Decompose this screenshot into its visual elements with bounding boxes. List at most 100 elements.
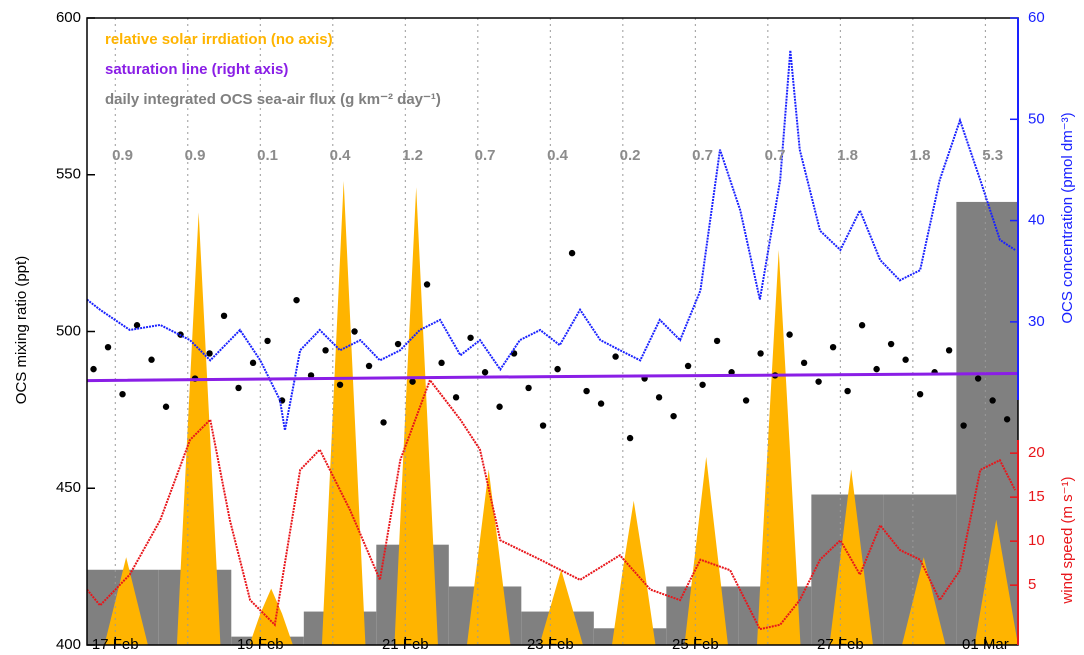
- mixing-ratio-point: [829, 343, 837, 351]
- flux-label: 0.9: [185, 147, 206, 164]
- mixing-ratio-point: [786, 331, 793, 338]
- x-tick-label: 21 Feb: [382, 636, 429, 653]
- mixing-ratio-point: [945, 347, 953, 354]
- mixing-ratio-point: [539, 422, 547, 429]
- flux-label: 5.3: [982, 147, 1003, 164]
- mixing-ratio-point: [554, 365, 561, 373]
- plot-area: [87, 18, 1018, 645]
- flux-label: 1.8: [837, 147, 858, 164]
- mixing-ratio-point: [293, 296, 300, 304]
- x-tick-label: 17 Feb: [92, 636, 139, 653]
- mixing-ratio-point: [800, 359, 808, 367]
- mixing-ratio-point: [336, 381, 344, 388]
- mixing-ratio-point: [989, 397, 996, 404]
- flux-bar: [956, 201, 1018, 645]
- mixing-ratio-point: [249, 359, 257, 367]
- series-line: [87, 372, 1018, 383]
- mixing-ratio-point: [597, 400, 605, 407]
- y-tick-label: 400: [56, 636, 81, 653]
- mixing-ratio-point: [815, 378, 822, 385]
- mixing-ratio-point: [307, 372, 315, 379]
- flux-label: 0.9: [112, 147, 133, 164]
- mixing-ratio-point: [264, 337, 271, 345]
- mixing-ratio-point: [423, 281, 431, 288]
- mixing-ratio-point: [670, 412, 677, 420]
- y3-tick-label: 15: [1028, 488, 1045, 505]
- mixing-ratio-point: [684, 362, 692, 370]
- flux-label: 0.2: [620, 147, 641, 164]
- legend-entry: saturation line (right axis): [105, 61, 288, 78]
- mixing-ratio-point: [452, 394, 460, 401]
- mixing-ratio-point: [481, 369, 489, 376]
- y2-tick-label: 40: [1028, 212, 1045, 229]
- y-tick-label: 500: [56, 322, 81, 339]
- x-tick-label: 01 Mar: [962, 636, 1009, 653]
- flux-label: 0.7: [765, 147, 786, 164]
- mixing-ratio-point: [568, 249, 576, 257]
- y3-tick-label: 10: [1028, 532, 1045, 549]
- mixing-ratio-point: [655, 394, 663, 401]
- y3-tick-label: 5: [1028, 576, 1036, 593]
- flux-label: 1.2: [402, 147, 423, 164]
- y-tick-label: 450: [56, 479, 81, 496]
- flux-label: 0.7: [692, 147, 713, 164]
- mixing-ratio-point: [119, 391, 126, 398]
- flux-label: 0.7: [475, 147, 496, 164]
- legend-entry: daily integrated OCS sea-air flux (g km⁻…: [105, 91, 441, 108]
- mixing-ratio-point: [844, 387, 851, 395]
- x-tick-label: 23 Feb: [527, 636, 574, 653]
- y2-tick-label: 30: [1028, 313, 1045, 330]
- series-line: [87, 378, 1016, 631]
- y2-tick-label: 60: [1028, 9, 1045, 26]
- x-tick-label: 25 Feb: [672, 636, 719, 653]
- mixing-ratio-point: [351, 328, 358, 335]
- mixing-ratio-point: [728, 369, 735, 376]
- mixing-ratio-point: [1003, 416, 1011, 423]
- y-tick-label: 600: [56, 9, 81, 26]
- x-tick-label: 27 Feb: [817, 636, 864, 653]
- flux-label: 0.4: [330, 147, 352, 164]
- mixing-ratio-point: [583, 387, 590, 395]
- mixing-ratio-point: [916, 391, 924, 398]
- mixing-ratio-point: [133, 322, 141, 329]
- flux-label: 0.1: [257, 147, 278, 164]
- mixing-ratio-point: [104, 343, 112, 351]
- mixing-ratio-point: [858, 322, 866, 329]
- mixing-ratio-point: [148, 356, 155, 363]
- y2-tick-label: 50: [1028, 110, 1045, 127]
- mixing-ratio-point: [525, 384, 532, 392]
- mixing-ratio-point: [902, 356, 909, 363]
- mixing-ratio-point: [496, 403, 503, 410]
- mixing-ratio-point: [626, 434, 634, 442]
- y3-tick-label: 20: [1028, 444, 1045, 461]
- y-tick-label: 550: [56, 166, 81, 183]
- mixing-ratio-point: [206, 350, 213, 357]
- legend-entry: relative solar irrdiation (no axis): [105, 31, 333, 48]
- mixing-ratio-point: [380, 419, 387, 426]
- mixing-ratio-point: [873, 365, 880, 373]
- mixing-ratio-point: [612, 353, 619, 360]
- y-axis-label: OCS mixing ratio (ppt): [13, 256, 30, 404]
- mixing-ratio-point: [974, 375, 982, 382]
- y2-axis-label: OCS concentration (pmol dm⁻³): [1059, 112, 1076, 323]
- y3-axis-label: wind speed (m s⁻¹): [1059, 476, 1076, 604]
- mixing-ratio-point: [713, 337, 721, 345]
- mixing-ratio-point: [90, 365, 97, 373]
- mixing-ratio-point: [409, 378, 416, 385]
- series-line: [87, 50, 1016, 431]
- mixing-ratio-point: [757, 350, 764, 357]
- mixing-ratio-point: [394, 340, 402, 348]
- mixing-ratio-point: [438, 359, 445, 367]
- mixing-ratio-point: [220, 312, 228, 320]
- mixing-ratio-point: [365, 362, 373, 370]
- mixing-ratio-point: [960, 422, 967, 429]
- mixing-ratio-point: [467, 334, 474, 341]
- x-tick-label: 19 Feb: [237, 636, 284, 653]
- flux-label: 1.8: [910, 147, 931, 164]
- mixing-ratio-point: [887, 340, 895, 348]
- mixing-ratio-point: [322, 347, 329, 354]
- mixing-ratio-point: [235, 384, 242, 392]
- flux-label: 0.4: [547, 147, 569, 164]
- mixing-ratio-point: [742, 397, 750, 404]
